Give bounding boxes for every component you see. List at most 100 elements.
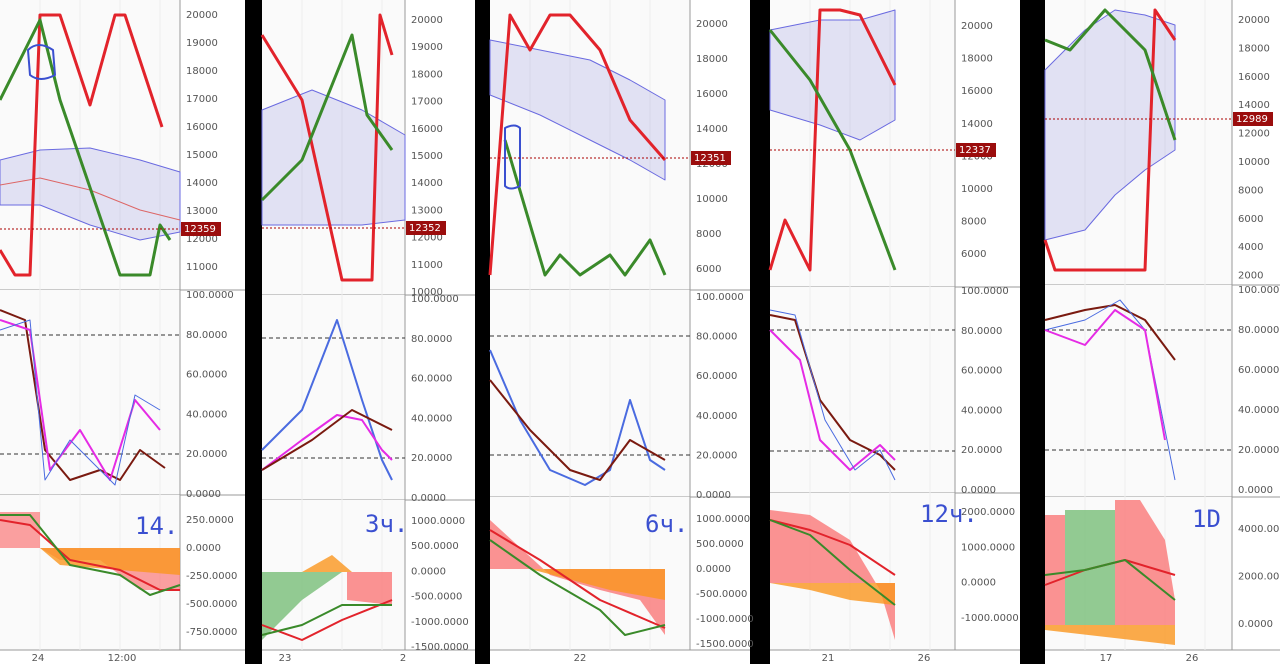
price-tag	[181, 222, 221, 236]
x-tick-label: 26	[1186, 653, 1199, 664]
y-tick-label: 16000	[961, 86, 993, 97]
y-tick-label: 80.0000	[186, 330, 227, 341]
y-tick-label: 10000	[696, 194, 728, 205]
y-tick-label: 60.0000	[696, 371, 737, 382]
y-tick-label: 14000	[696, 124, 728, 135]
y-tick-label: 20.0000	[1238, 445, 1279, 456]
plot-area	[490, 290, 690, 497]
y-tick-label: 11000	[186, 262, 218, 273]
y-tick-label: 40.0000	[186, 409, 227, 420]
y-tick-label: 8000	[696, 229, 721, 240]
y-tick-label: 12000	[186, 234, 218, 245]
plot-area	[1045, 0, 1232, 285]
price-tag	[1233, 112, 1273, 126]
y-tick-label: 0.0000	[1238, 485, 1273, 496]
y-tick-label: 12000	[1238, 129, 1270, 140]
timeframe-note: 12ч.	[920, 500, 978, 528]
y-tick-label: 8000	[1238, 185, 1263, 196]
y-tick-label: 20.0000	[696, 450, 737, 461]
y-tick-label: 60.0000	[961, 366, 1002, 377]
y-tick-label: 100.0000	[696, 292, 744, 303]
y-tick-label: -1000.0000	[411, 617, 469, 628]
y-tick-label: -500.0000	[411, 592, 462, 603]
y-tick-label: 1000.0000	[411, 516, 465, 527]
y-tick-label: 0.0000	[186, 543, 221, 554]
price-tag	[956, 143, 996, 157]
y-tick-label: 20.0000	[961, 445, 1002, 456]
y-tick-label: 100.0000	[411, 294, 459, 305]
y-tick-label: 500.0000	[696, 539, 744, 550]
chart-drawings	[0, 8, 1232, 645]
y-tick-label: -1500.0000	[411, 642, 469, 653]
y-tick-label: 10000	[411, 287, 443, 298]
y-tick-label: 19000	[411, 42, 443, 53]
y-tick-label: 18000	[961, 54, 993, 65]
price-label: 12352	[409, 223, 441, 234]
x-tick-label: 24	[32, 653, 45, 664]
y-tick-label: 60.0000	[1238, 365, 1279, 376]
y-tick-label: -1500.0000	[696, 639, 754, 650]
y-tick-label: 20.0000	[411, 453, 452, 464]
y-tick-label: 60.0000	[411, 374, 452, 385]
y-tick-label: 0.0000	[696, 490, 731, 501]
y-tick-label: 20000	[411, 15, 443, 26]
y-tick-label: 4000	[1238, 242, 1263, 253]
y-tick-label: 2000	[1238, 271, 1263, 282]
plot-area	[770, 0, 955, 287]
y-tick-label: 16000	[411, 124, 443, 135]
y-tick-label: 18000	[696, 54, 728, 65]
price-label: 12337	[959, 145, 991, 156]
y-tick-label: 10000	[1238, 157, 1270, 168]
x-tick-label: 26	[918, 653, 931, 664]
y-tick-label: 40.0000	[1238, 405, 1279, 416]
timeframe-note: 14.	[135, 512, 178, 540]
y-tick-label: 1000.0000	[961, 542, 1015, 553]
y-tick-label: 12000	[411, 233, 443, 244]
y-tick-label: 11000	[411, 260, 443, 271]
y-tick-label: 10000	[961, 184, 993, 195]
y-tick-label: -750.0000	[186, 627, 237, 638]
y-tick-label: 60.0000	[186, 370, 227, 381]
y-tick-label: 17000	[186, 94, 218, 105]
x-tick-label: 23	[279, 653, 292, 664]
y-tick-label: -500.0000	[696, 589, 747, 600]
y-tick-label: 18000	[1238, 43, 1270, 54]
y-tick-label: 80.0000	[1238, 325, 1279, 336]
y-tick-label: 19000	[186, 38, 218, 49]
price-label: 12351	[694, 153, 726, 164]
y-tick-label: 14000	[1238, 100, 1270, 111]
y-tick-label: 18000	[186, 66, 218, 77]
y-tick-label: 14000	[961, 119, 993, 130]
y-tick-label: 40.0000	[411, 413, 452, 424]
y-tick-label: 17000	[411, 97, 443, 108]
y-tick-label: 0.0000	[411, 566, 446, 577]
y-tick-label: -500.0000	[186, 599, 237, 610]
x-tick-label: 12:00	[108, 653, 137, 664]
y-tick-label: 4000.0000	[1238, 524, 1280, 535]
y-tick-label: 16000	[696, 89, 728, 100]
y-tick-label: 100.0000	[1238, 285, 1280, 296]
y-tick-label: 15000	[186, 150, 218, 161]
y-tick-label: 0.0000	[186, 489, 221, 500]
price-tag	[406, 221, 446, 235]
plot-area	[262, 295, 405, 500]
y-tick-label: 80.0000	[411, 334, 452, 345]
y-tick-label: 6000	[696, 264, 721, 275]
plot-area	[770, 287, 955, 493]
y-tick-label: 13000	[411, 205, 443, 216]
plot-area	[490, 0, 690, 290]
y-tick-label: 6000	[1238, 214, 1263, 225]
y-tick-label: 1000.0000	[696, 514, 750, 525]
y-tick-label: -1000.0000	[696, 614, 754, 625]
y-tick-label: 40.0000	[961, 405, 1002, 416]
y-tick-label: 15000	[411, 151, 443, 162]
y-tick-label: 0.0000	[961, 485, 996, 496]
y-tick-label: 0.0000	[961, 578, 996, 589]
y-tick-label: 20000	[961, 21, 993, 32]
x-tick-label: 22	[574, 653, 587, 664]
y-tick-label: 0.0000	[696, 564, 731, 575]
y-tick-label: 2000.0000	[1238, 572, 1280, 583]
y-tick-label: 250.0000	[186, 515, 234, 526]
y-tick-label: 6000	[961, 249, 986, 260]
y-tick-label: 14000	[411, 178, 443, 189]
